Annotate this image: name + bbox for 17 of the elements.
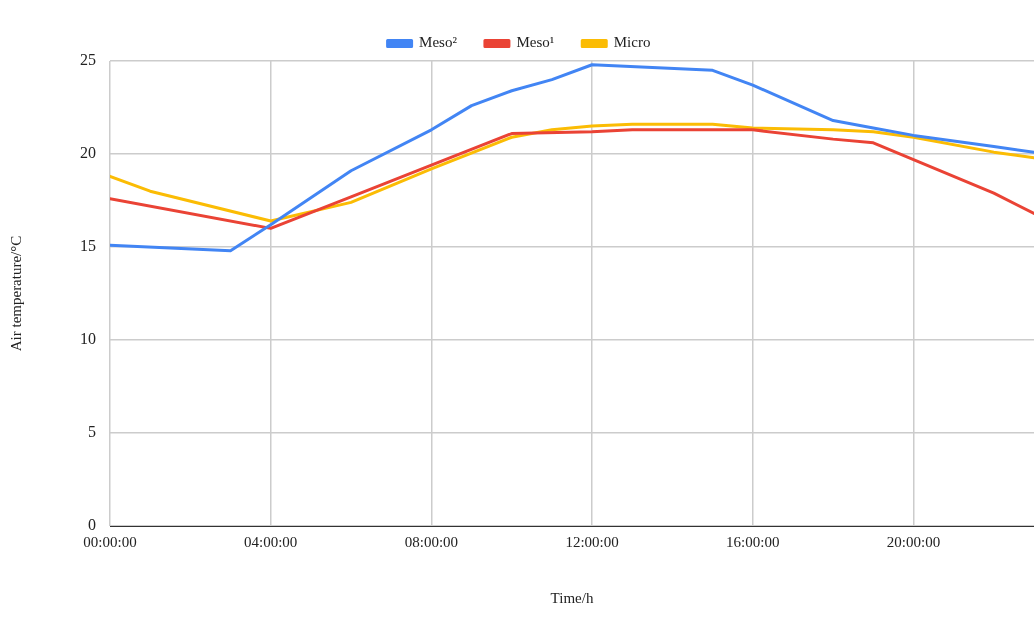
x-tick-label: 20:00:00 bbox=[886, 533, 941, 550]
x-tick-label: 08:00:00 bbox=[404, 533, 459, 550]
y-tick-label: 25 bbox=[80, 51, 96, 69]
y-tick-label: 20 bbox=[80, 144, 96, 162]
x-tick-label: 12:00:00 bbox=[565, 533, 619, 550]
x-tick-label: 16:00:00 bbox=[726, 533, 780, 550]
y-tick-label: 15 bbox=[80, 237, 96, 255]
legend-label: Meso¹ bbox=[516, 34, 555, 51]
x-tick-label: 04:00:00 bbox=[244, 533, 298, 550]
legend-label: Micro bbox=[613, 34, 651, 51]
y-tick-label: 5 bbox=[88, 423, 96, 441]
x-tick-label: 00:00:00 bbox=[83, 533, 137, 550]
x-axis-title: Time/h bbox=[550, 589, 594, 606]
legend-label: Meso² bbox=[419, 34, 458, 51]
y-tick-label: 10 bbox=[80, 330, 96, 348]
y-tick-label: 0 bbox=[88, 516, 96, 534]
y-axis-title: Air temperature/°C bbox=[7, 235, 24, 352]
